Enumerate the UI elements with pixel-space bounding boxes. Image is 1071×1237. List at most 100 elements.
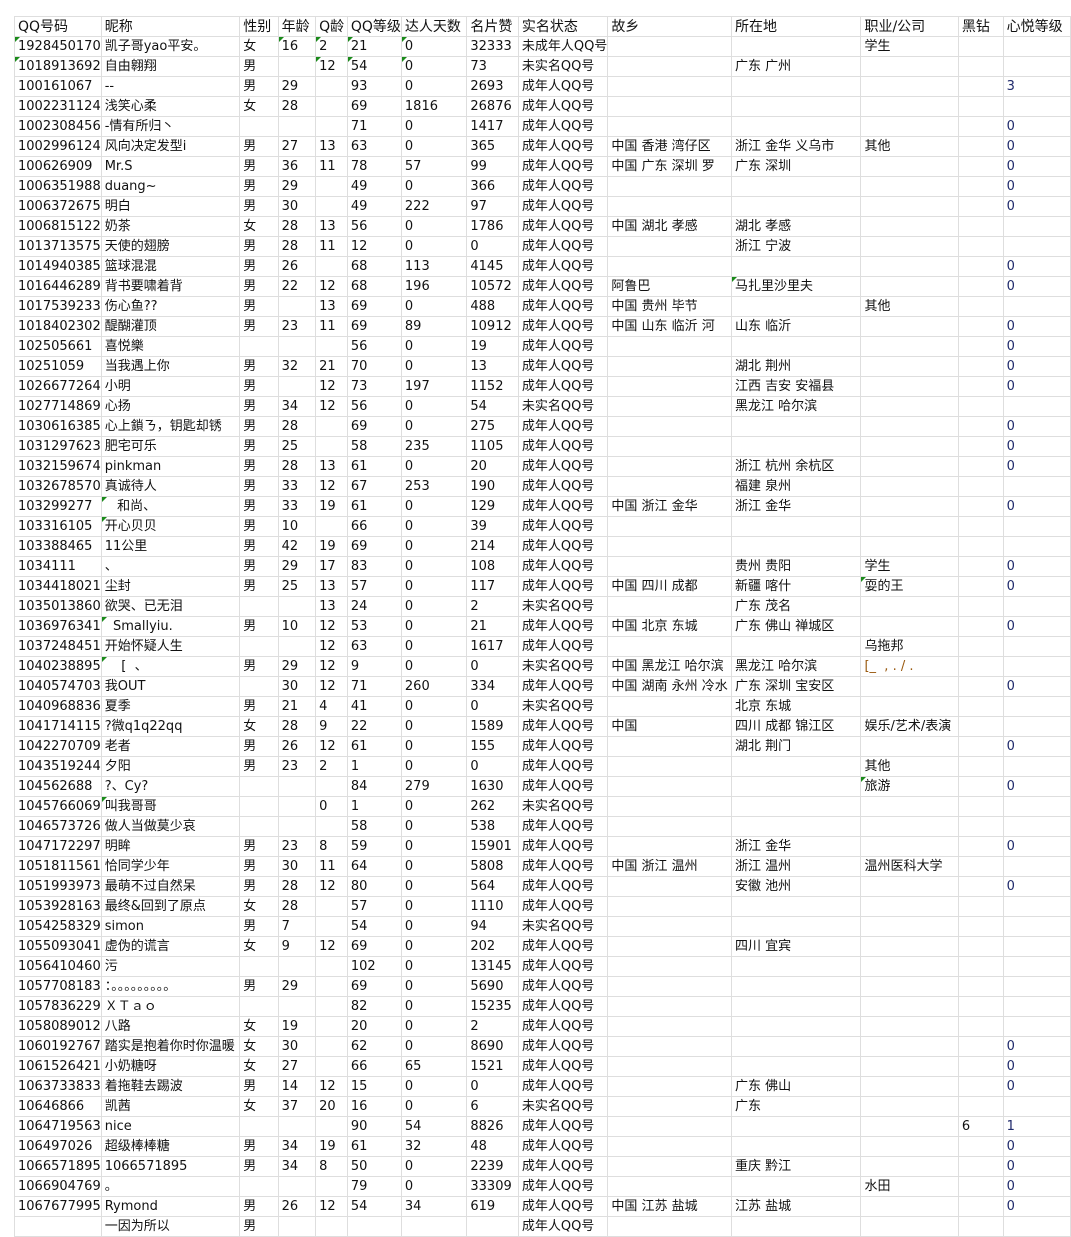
cell-black-diamond[interactable] xyxy=(957,176,1004,197)
cell-nickname[interactable]: 虚伪的谎言 xyxy=(100,936,241,957)
cell-location[interactable]: 广东 佛山 禅城区 xyxy=(730,616,862,637)
cell-realname-status[interactable]: 成年人QQ号 xyxy=(517,1136,609,1157)
cell-qq-number[interactable]: 1055093041 xyxy=(14,936,102,957)
cell-nickname[interactable]: 开始怀疑人生 xyxy=(100,636,241,657)
cell-age[interactable] xyxy=(277,816,317,837)
cell-occupation[interactable] xyxy=(860,1156,959,1177)
cell-gender[interactable]: 女 xyxy=(239,936,279,957)
cell-expert-days[interactable]: 54 xyxy=(400,1116,468,1137)
cell-hometown[interactable] xyxy=(607,556,732,577)
cell-location[interactable] xyxy=(730,976,862,997)
cell-nickname[interactable]: 最终&回到了原点 xyxy=(100,896,241,917)
cell-qq-number[interactable]: 1036976341 xyxy=(14,616,102,637)
cell-expert-days[interactable]: 57 xyxy=(400,156,468,177)
cell-profile-likes[interactable]: 1105 xyxy=(466,436,519,457)
cell-profile-likes[interactable]: 0 xyxy=(466,756,519,777)
cell-gender[interactable]: 男 xyxy=(239,256,279,277)
cell-qq-number[interactable]: 1041714115 xyxy=(14,716,102,737)
cell-qq-number[interactable]: 1064719563 xyxy=(14,1116,102,1137)
cell-nickname[interactable]: 篮球混混 xyxy=(100,256,241,277)
cell-nickname[interactable]: -- xyxy=(100,76,241,97)
column-header-nickname[interactable]: 昵称 xyxy=(100,16,241,37)
column-header-occupation[interactable]: 职业/公司 xyxy=(860,16,959,37)
cell-black-diamond[interactable] xyxy=(957,416,1004,437)
cell-expert-days[interactable]: 0 xyxy=(400,396,468,417)
cell-profile-likes[interactable]: 32333 xyxy=(466,36,519,57)
cell-qq-level[interactable]: 70 xyxy=(346,356,402,377)
cell-black-diamond[interactable] xyxy=(957,756,1004,777)
cell-black-diamond[interactable] xyxy=(957,896,1004,917)
cell-realname-status[interactable]: 成年人QQ号 xyxy=(517,556,609,577)
cell-nickname[interactable]: 凯子哥yao平安。 xyxy=(100,36,241,57)
cell-qq-number[interactable]: 1006815122 xyxy=(14,216,102,237)
cell-profile-likes[interactable]: 108 xyxy=(466,556,519,577)
cell-occupation[interactable] xyxy=(860,956,959,977)
cell-expert-days[interactable]: 0 xyxy=(400,76,468,97)
cell-profile-likes[interactable]: 33309 xyxy=(466,1176,519,1197)
cell-xinyue-level[interactable]: 0 xyxy=(1002,136,1071,157)
cell-profile-likes[interactable]: 2 xyxy=(466,1016,519,1037)
cell-qq-number[interactable]: 1034418021 xyxy=(14,576,102,597)
cell-nickname[interactable]: 浅笑心柔 xyxy=(100,96,241,117)
cell-gender[interactable] xyxy=(239,1176,279,1197)
cell-hometown[interactable] xyxy=(607,696,732,717)
cell-xinyue-level[interactable] xyxy=(1002,656,1071,677)
cell-xinyue-level[interactable]: 0 xyxy=(1002,116,1071,137)
cell-occupation[interactable] xyxy=(860,236,959,257)
cell-qq-number[interactable]: 103299277 xyxy=(14,496,102,517)
cell-gender[interactable]: 男 xyxy=(239,696,279,717)
cell-q-age[interactable]: 12 xyxy=(315,616,348,637)
cell-gender[interactable]: 女 xyxy=(239,36,279,57)
cell-expert-days[interactable]: 0 xyxy=(400,1036,468,1057)
cell-occupation[interactable] xyxy=(860,536,959,557)
cell-gender[interactable]: 女 xyxy=(239,1036,279,1057)
cell-realname-status[interactable]: 未成年人QQ号 xyxy=(517,36,609,57)
cell-q-age[interactable]: 12 xyxy=(315,376,348,397)
cell-hometown[interactable] xyxy=(607,536,732,557)
cell-xinyue-level[interactable]: 0 xyxy=(1002,1076,1071,1097)
cell-hometown[interactable]: 中国 广东 深圳 罗 xyxy=(607,156,732,177)
cell-nickname[interactable]: 小明 xyxy=(100,376,241,397)
cell-qq-number[interactable]: 10251059 xyxy=(14,356,102,377)
cell-occupation[interactable] xyxy=(860,736,959,757)
column-header-q-age[interactable]: Q龄 xyxy=(315,16,348,37)
cell-profile-likes[interactable]: 13145 xyxy=(466,956,519,977)
cell-expert-days[interactable]: 1816 xyxy=(400,96,468,117)
cell-q-age[interactable]: 8 xyxy=(315,836,348,857)
cell-location[interactable] xyxy=(730,436,862,457)
cell-hometown[interactable] xyxy=(607,456,732,477)
cell-qq-level[interactable]: 61 xyxy=(346,736,402,757)
cell-q-age[interactable]: 11 xyxy=(315,236,348,257)
cell-location[interactable]: 黑龙江 哈尔滨 xyxy=(730,656,862,677)
cell-nickname[interactable]: ＸＴａｏ xyxy=(100,996,241,1017)
cell-black-diamond[interactable] xyxy=(957,356,1004,377)
cell-occupation[interactable] xyxy=(860,1036,959,1057)
cell-gender[interactable]: 男 xyxy=(239,856,279,877)
cell-realname-status[interactable]: 未实名QQ号 xyxy=(517,696,609,717)
cell-occupation[interactable]: 耍的王 xyxy=(860,576,959,597)
cell-realname-status[interactable]: 成年人QQ号 xyxy=(517,956,609,977)
cell-black-diamond[interactable] xyxy=(957,916,1004,937)
cell-expert-days[interactable]: 0 xyxy=(400,296,468,317)
cell-black-diamond[interactable] xyxy=(957,576,1004,597)
cell-occupation[interactable] xyxy=(860,916,959,937)
cell-xinyue-level[interactable] xyxy=(1002,56,1071,77)
cell-location[interactable]: 湖北 荆州 xyxy=(730,356,862,377)
cell-realname-status[interactable]: 成年人QQ号 xyxy=(517,256,609,277)
cell-nickname[interactable]: 。 xyxy=(100,1176,241,1197)
cell-xinyue-level[interactable]: 0 xyxy=(1002,496,1071,517)
cell-location[interactable] xyxy=(730,1056,862,1077)
cell-location[interactable] xyxy=(730,536,862,557)
cell-occupation[interactable] xyxy=(860,1136,959,1157)
cell-black-diamond[interactable] xyxy=(957,1196,1004,1217)
cell-qq-level[interactable]: 61 xyxy=(346,496,402,517)
cell-location[interactable] xyxy=(730,996,862,1017)
cell-gender[interactable] xyxy=(239,676,279,697)
cell-expert-days[interactable]: 0 xyxy=(400,936,468,957)
cell-q-age[interactable] xyxy=(315,336,348,357)
cell-hometown[interactable]: 中国 黑龙江 哈尔滨 xyxy=(607,656,732,677)
cell-black-diamond[interactable] xyxy=(957,636,1004,657)
cell-q-age[interactable] xyxy=(315,436,348,457)
cell-expert-days[interactable]: 0 xyxy=(400,616,468,637)
cell-gender[interactable]: 男 xyxy=(239,616,279,637)
